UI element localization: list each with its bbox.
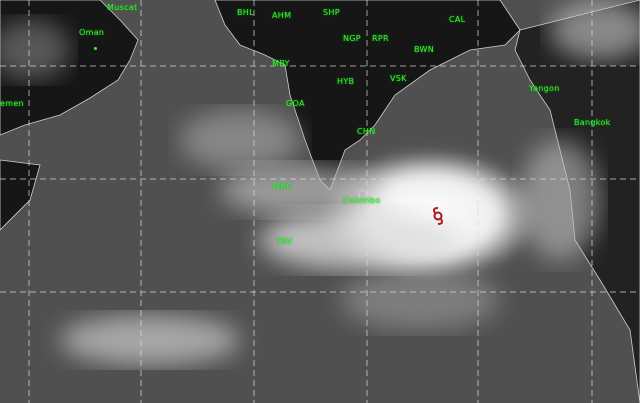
label-muscat: Muscat — [107, 3, 138, 12]
label-yemen: emen — [0, 99, 24, 108]
label-rpr: RPR — [372, 34, 389, 43]
label-ahm: AHM — [272, 11, 292, 20]
label-mby: MBY — [272, 59, 290, 68]
label-mnc: MNC — [273, 182, 293, 191]
label-cal: CAL — [449, 15, 466, 24]
cyclone-symbol-icon — [433, 207, 443, 225]
label-vsk: VSK — [390, 74, 407, 83]
label-yangon: Yangon — [529, 84, 560, 93]
label-hyb: HYB — [337, 77, 355, 86]
label-shp: SHP — [323, 8, 340, 17]
yemen-land — [0, 159, 41, 231]
label-colombo: Colombo — [343, 196, 381, 205]
label-ngp: NGP — [343, 34, 361, 43]
cloud-cover — [0, 0, 640, 365]
location-dot — [94, 47, 97, 50]
label-goa: GOA — [286, 99, 305, 108]
label-bhl: BHL — [237, 8, 254, 17]
label-chn: CHN — [357, 127, 376, 136]
label-bwn: BWN — [414, 45, 434, 54]
label-bangkok: Bangkok — [574, 118, 611, 127]
label-trv: TRV — [276, 237, 293, 246]
label-oman: Oman — [79, 28, 105, 37]
